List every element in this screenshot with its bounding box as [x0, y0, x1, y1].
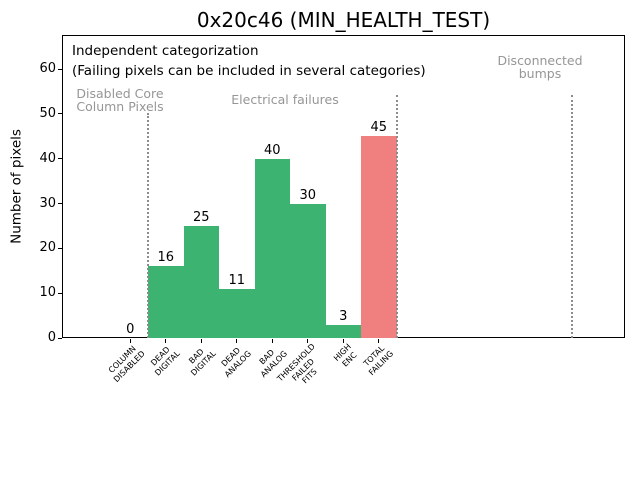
x-tick-label: BAD DIGITAL	[187, 347, 218, 378]
x-tick-label: DEAD ANALOG	[219, 345, 253, 379]
bar	[290, 203, 326, 338]
x-tick-label: HIGH ENC	[331, 342, 358, 369]
y-tick	[58, 68, 62, 70]
annotation-heading: Independent categorization	[72, 43, 259, 59]
separator-line	[570, 95, 573, 338]
bar-value-label: 30	[299, 187, 317, 203]
x-tick	[129, 339, 131, 343]
y-tick-label: 50	[39, 105, 56, 121]
section-label: Electrical failures	[231, 92, 339, 107]
y-tick	[58, 337, 62, 339]
y-tick-label: 0	[47, 330, 56, 345]
y-tick-label: 10	[39, 285, 56, 301]
bar-value-label: 25	[192, 209, 210, 225]
y-tick	[58, 203, 62, 205]
section-label: Disabled Core Column Pixels	[76, 86, 164, 114]
x-tick	[342, 339, 344, 343]
y-tick	[58, 292, 62, 294]
y-tick-label: 20	[39, 240, 56, 256]
y-tick-label: 30	[39, 195, 56, 211]
bar	[219, 288, 255, 338]
x-tick-label: COLUMN DISABLED	[106, 344, 147, 384]
bar-value-label: 3	[339, 308, 348, 324]
bar	[183, 225, 219, 338]
annotation-subheading: (Failing pixels can be included in sever…	[72, 63, 426, 79]
section-label: Disconnected bumps	[497, 53, 583, 81]
x-tick-label: DEAD DIGITAL	[149, 344, 182, 378]
bar-value-label: 16	[157, 250, 175, 266]
separator-line	[395, 95, 398, 338]
y-tick	[58, 247, 62, 249]
y-tick-label: 40	[39, 150, 56, 166]
x-tick	[378, 339, 380, 343]
y-tick	[58, 158, 62, 160]
x-tick	[271, 339, 273, 343]
bar	[148, 266, 184, 338]
x-tick	[200, 339, 202, 343]
separator-line	[147, 113, 149, 338]
bar	[254, 158, 290, 338]
bar-value-label: 40	[263, 142, 281, 158]
bar	[361, 136, 397, 338]
chart-title: 0x20c46 (MIN_HEALTH_TEST)	[196, 8, 491, 32]
bar-value-label: 45	[370, 120, 388, 136]
y-tick-label: 60	[39, 61, 56, 77]
bar	[325, 324, 361, 338]
bar-value-label: 11	[228, 272, 246, 288]
annotation-block: Independent categorization (Failing pixe…	[72, 41, 426, 81]
x-tick	[307, 339, 309, 343]
bar-value-label: 0	[126, 322, 135, 337]
x-tick	[165, 339, 167, 343]
x-tick	[236, 339, 238, 343]
y-tick	[58, 113, 62, 115]
x-tick-label: TOTAL FAILING	[361, 343, 395, 377]
